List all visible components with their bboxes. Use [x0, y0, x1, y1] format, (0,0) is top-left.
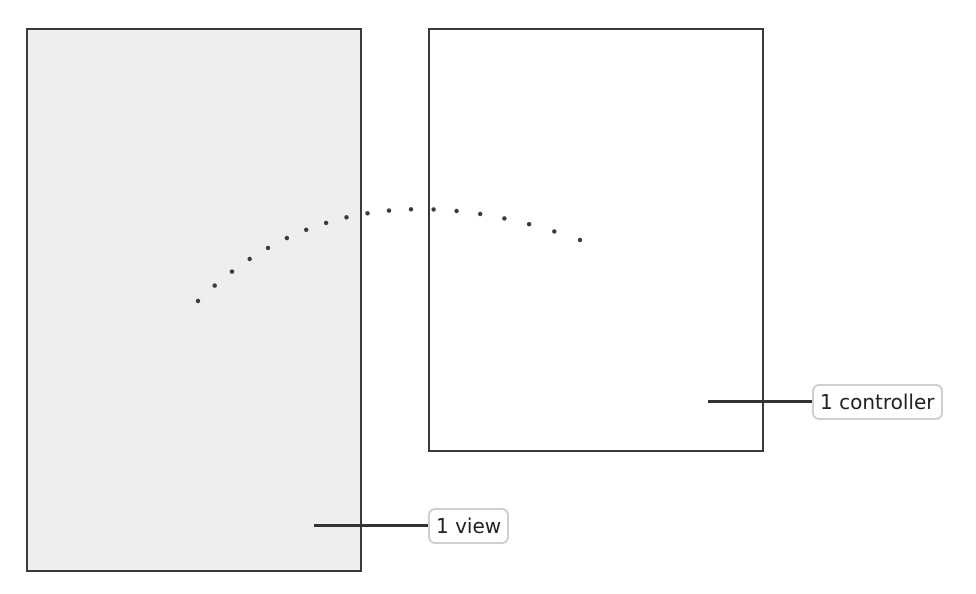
controller-callout-label: 1 controller [812, 384, 943, 420]
view-panel [26, 28, 362, 572]
arc-dot [365, 211, 370, 216]
controller-panel [428, 28, 764, 452]
arc-dot [386, 208, 392, 213]
arc-dot [408, 207, 414, 212]
controller-callout-line [708, 400, 814, 403]
view-callout-line [314, 524, 430, 527]
view-callout-label: 1 view [428, 508, 510, 544]
